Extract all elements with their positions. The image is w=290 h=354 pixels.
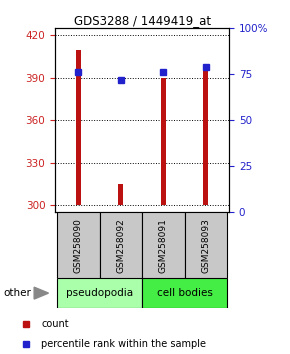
Bar bbox=[142, 278, 227, 308]
Title: GDS3288 / 1449419_at: GDS3288 / 1449419_at bbox=[74, 14, 211, 27]
Text: count: count bbox=[41, 319, 69, 329]
Text: pseudopodia: pseudopodia bbox=[66, 288, 133, 298]
Text: GSM258090: GSM258090 bbox=[74, 218, 83, 273]
Bar bbox=[161, 78, 166, 205]
Text: GSM258092: GSM258092 bbox=[116, 218, 125, 273]
Bar bbox=[203, 71, 208, 205]
Bar bbox=[118, 184, 124, 205]
Polygon shape bbox=[34, 287, 48, 299]
Bar bbox=[142, 212, 184, 278]
Bar bbox=[57, 212, 100, 278]
Bar bbox=[76, 50, 81, 205]
Bar bbox=[100, 212, 142, 278]
Text: GSM258091: GSM258091 bbox=[159, 218, 168, 273]
Text: GSM258093: GSM258093 bbox=[201, 218, 210, 273]
Bar bbox=[184, 212, 227, 278]
Text: percentile rank within the sample: percentile rank within the sample bbox=[41, 339, 206, 349]
Bar bbox=[57, 278, 142, 308]
Text: cell bodies: cell bodies bbox=[157, 288, 213, 298]
Text: other: other bbox=[3, 288, 31, 298]
